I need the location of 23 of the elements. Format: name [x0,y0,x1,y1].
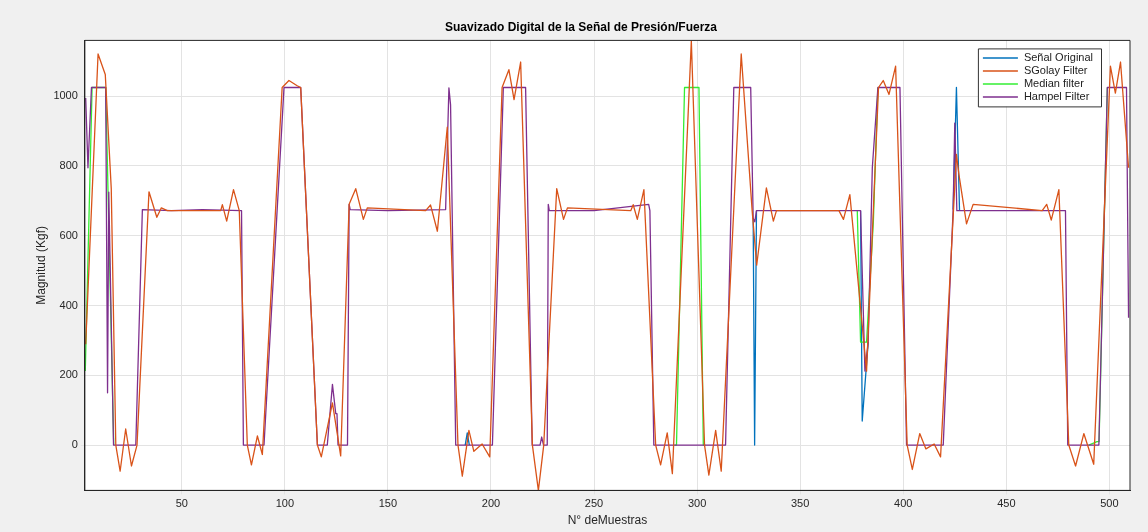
x-tick-label: 50 [175,497,188,510]
x-tick-label: 400 [894,497,913,510]
legend-label: Señal Original [1023,50,1093,63]
x-tick-label: 300 [687,497,707,510]
y-axis-title: Magnitud (Kgf) [33,226,48,305]
y-tick-label: 600 [59,228,78,241]
x-tick-label: 200 [481,497,501,510]
y-tick-label: 200 [59,368,78,381]
x-tick-label: 350 [791,497,810,510]
legend-label: SGolay Filter [1023,63,1088,76]
x-tick-label: 150 [378,497,398,510]
x-tick-label: 100 [275,497,295,510]
y-tick-label: 400 [59,298,78,311]
legend-label: Hampel Filter [1023,89,1090,102]
x-axis-title: N° deMuestras [567,513,648,528]
chart-title: Suavizado Digital de la Señal de Presión/Fuerza [444,19,718,34]
y-tick-label: 800 [59,159,78,172]
x-tick-label: 500 [1100,497,1119,510]
legend-label: Median filter [1023,76,1085,89]
x-tick-label: 450 [997,497,1016,510]
y-tick-label: 1000 [53,89,78,102]
x-tick-label: 250 [584,497,604,510]
y-tick-label: 0 [71,438,78,451]
